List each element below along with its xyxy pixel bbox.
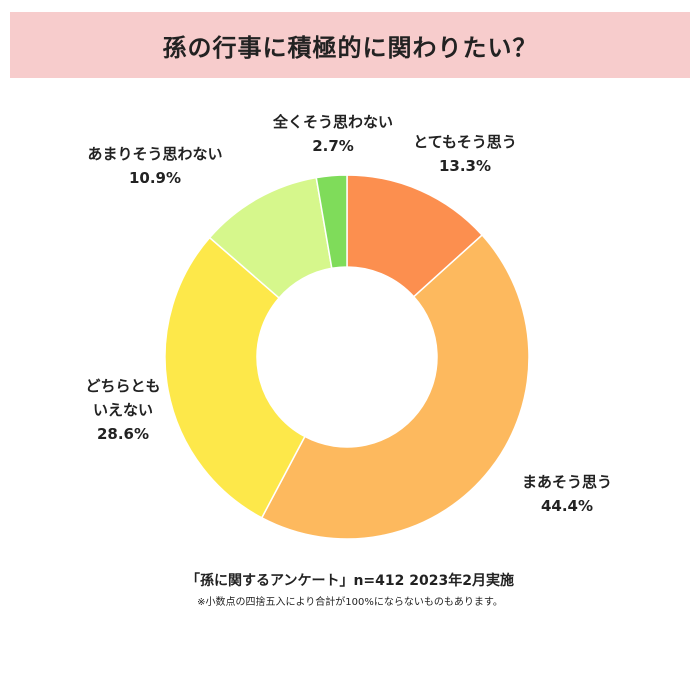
survey-source: 「孫に関するアンケート」n=412 2023年2月実施 [186, 573, 514, 589]
chart-title: 孫の行事に積極的に関わりたい？ [162, 33, 538, 62]
title-banner: 孫の行事に積極的に関わりたい？ [10, 12, 690, 78]
slice-4 [315, 174, 348, 270]
slice-pct-4: 2.7% [312, 137, 354, 155]
slice-label-text-3: あまりそう思わない [87, 145, 223, 163]
slice-label-1: まあそう思う 44.4% [512, 470, 622, 518]
slice-label-text-4: 全くそう思わない [272, 113, 393, 131]
slice-label-text-1: まあそう思う [521, 473, 612, 491]
slice-pct-2: 28.6% [96, 425, 150, 443]
slice-1 [260, 233, 530, 540]
slice-pct-0: 13.3% [438, 157, 492, 175]
slice-label-text-2: どちらとも いえない [85, 377, 161, 419]
slice-label-2: どちらとも いえない 28.6% [68, 350, 178, 470]
slice-label-3: あまりそう思わない 10.9% [60, 142, 250, 190]
slice-pct-1: 44.4% [540, 497, 594, 515]
slice-label-text-0: とてもそう思う [413, 133, 517, 151]
rounding-note: ※小数点の四捨五入により合計が100%にならないものもあります。 [197, 597, 503, 608]
slice-label-4: 全くそう思わない 2.7% [248, 110, 418, 158]
slice-pct-3: 10.9% [128, 169, 182, 187]
slice-2 [164, 236, 306, 519]
slice-label-0: とてもそう思う 13.3% [385, 130, 545, 178]
